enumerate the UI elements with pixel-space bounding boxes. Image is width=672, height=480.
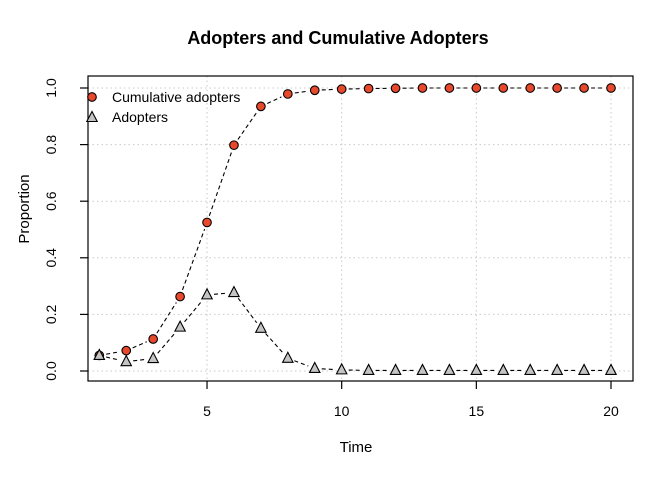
data-point-triangle xyxy=(281,351,294,363)
data-point-circle xyxy=(417,83,428,93)
data-point-circle xyxy=(202,217,212,228)
y-tick-label: 0.0 xyxy=(43,361,59,381)
series-segment xyxy=(133,358,147,362)
axis-layer: 5 10 15 20 0.0 0.2 0.4 0.6 0.8 1.0 xyxy=(43,78,619,419)
data-point-circle xyxy=(471,83,482,93)
data-point-circle xyxy=(175,291,185,302)
series-adopters xyxy=(93,285,618,375)
data-point-triangle xyxy=(147,351,160,364)
data-point-triangle xyxy=(470,363,483,375)
data-point-triangle xyxy=(227,285,241,298)
y-tick-label: 0.2 xyxy=(43,304,59,324)
series-segment xyxy=(321,88,335,91)
series-segment xyxy=(156,302,177,334)
data-point-triangle xyxy=(254,321,267,333)
data-point-circle xyxy=(390,83,401,94)
data-point-triangle xyxy=(389,363,402,375)
legend-label-adopters: Adopters xyxy=(112,109,168,125)
data-point-circle xyxy=(336,84,347,94)
legend-cumulative-circle-icon xyxy=(87,92,97,102)
series-layer xyxy=(93,83,618,375)
series-segment xyxy=(294,360,309,367)
x-tick-label: 10 xyxy=(334,403,350,419)
data-point-triangle xyxy=(416,363,429,375)
series-segment xyxy=(267,96,282,104)
y-tick-label: 0.6 xyxy=(43,191,59,211)
data-point-triangle xyxy=(93,348,106,360)
data-point-triangle xyxy=(308,361,321,374)
x-tick-label: 5 xyxy=(203,403,211,419)
series-segment xyxy=(157,332,176,354)
data-point-triangle xyxy=(604,363,618,375)
data-point-triangle xyxy=(173,319,187,332)
data-point-circle xyxy=(363,83,374,94)
legend: Cumulative adopters Adopters xyxy=(85,89,240,125)
data-point-circle xyxy=(525,83,536,93)
data-point-triangle xyxy=(200,287,214,300)
series-segment xyxy=(184,299,203,323)
series-segment xyxy=(106,351,120,355)
data-point-triangle xyxy=(497,363,510,375)
data-point-circle xyxy=(444,83,455,93)
y-tick-label: 1.0 xyxy=(43,78,59,98)
y-axis-title: Proportion xyxy=(16,174,33,243)
series-segment xyxy=(208,151,233,216)
data-point-triangle xyxy=(577,363,591,375)
data-point-circle xyxy=(579,83,589,93)
data-point-circle xyxy=(309,85,320,96)
data-point-circle xyxy=(552,83,562,93)
legend-label-cumulative: Cumulative adopters xyxy=(112,89,240,105)
y-tick-label: 0.8 xyxy=(43,135,59,155)
legend-adopters-triangle-icon xyxy=(85,110,99,123)
data-point-circle xyxy=(256,101,266,112)
plot-border xyxy=(87,75,634,382)
data-point-triangle xyxy=(335,362,348,375)
series-segment xyxy=(132,341,147,349)
grid-layer xyxy=(88,76,633,381)
series-segment xyxy=(105,356,120,361)
series-segment xyxy=(321,368,335,371)
series-segment xyxy=(237,111,258,140)
data-point-triangle xyxy=(362,363,375,375)
data-point-triangle xyxy=(443,363,456,375)
x-tick-label: 20 xyxy=(603,403,619,419)
series-cumulative xyxy=(94,83,616,361)
data-point-circle xyxy=(121,345,132,356)
x-tick-label: 15 xyxy=(469,403,485,419)
data-point-circle xyxy=(148,334,159,344)
x-axis-title: Time xyxy=(340,439,373,456)
data-point-triangle xyxy=(120,354,133,367)
series-segment xyxy=(237,297,258,324)
series-segment xyxy=(265,333,284,354)
data-point-triangle xyxy=(524,363,537,375)
y-tick-label: 0.4 xyxy=(43,248,59,268)
data-point-circle xyxy=(498,83,509,93)
data-point-circle xyxy=(229,140,239,151)
data-point-circle xyxy=(606,83,616,93)
chart-title: Adopters and Cumulative Adopters xyxy=(187,28,488,48)
series-segment xyxy=(181,228,206,291)
data-point-triangle xyxy=(551,363,564,375)
series-segment xyxy=(294,90,308,94)
data-point-circle xyxy=(282,89,293,99)
series-segment xyxy=(213,292,228,295)
